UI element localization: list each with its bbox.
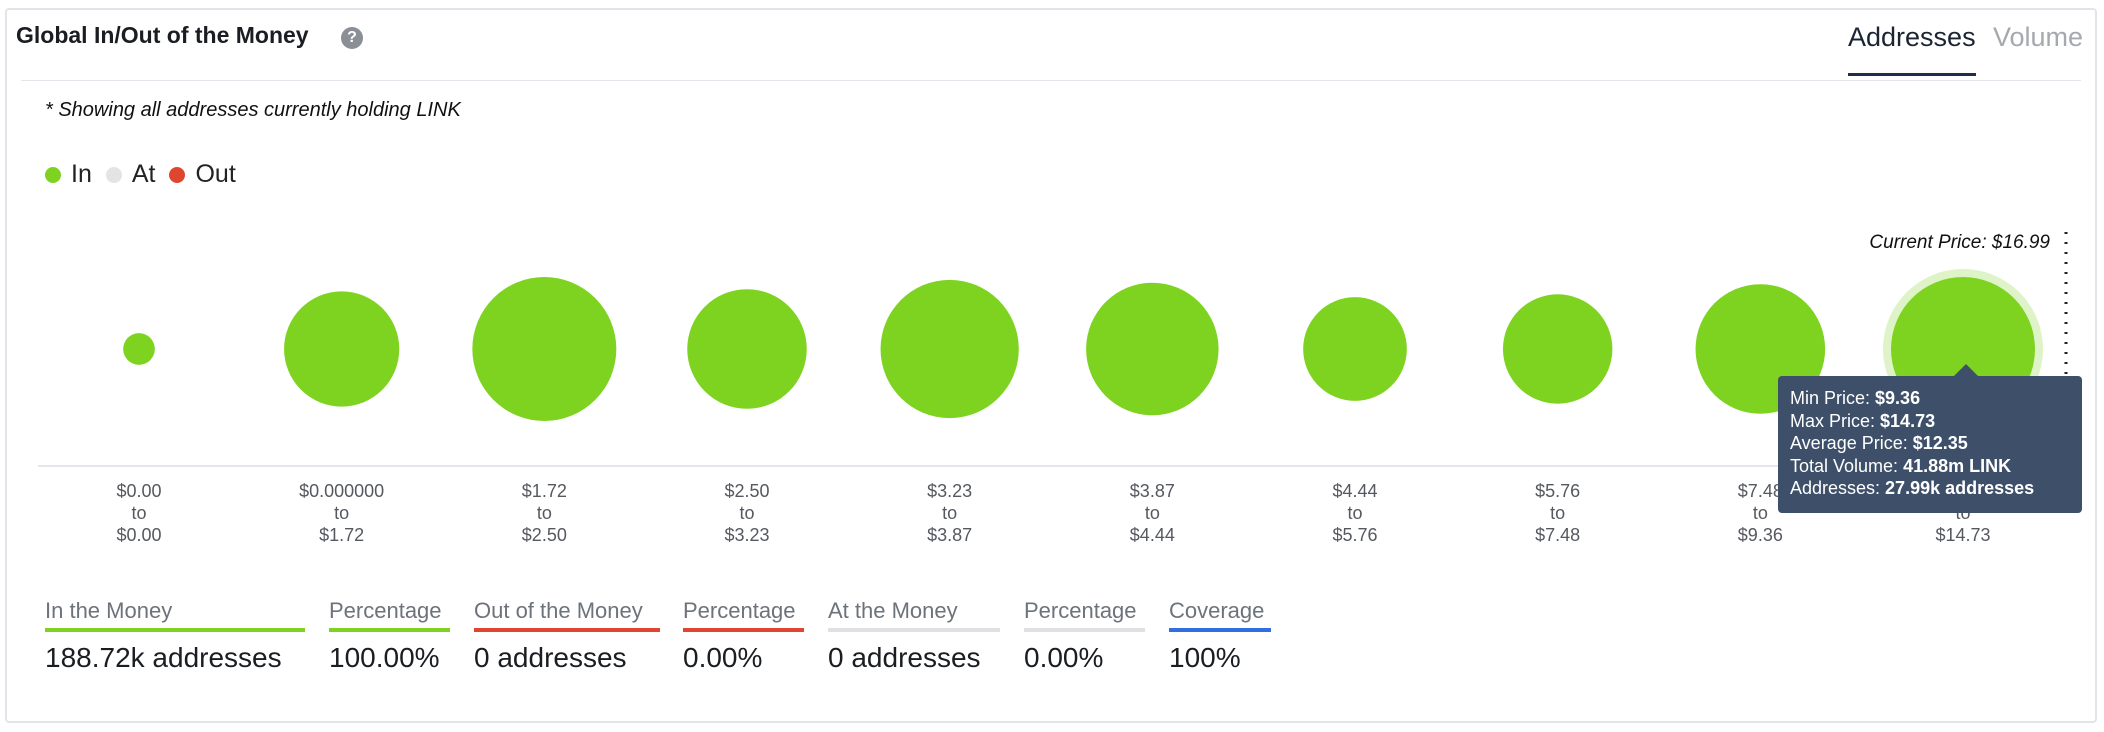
- range-to-label: $7.48: [1535, 525, 1580, 545]
- range-to-connector: to: [131, 503, 146, 523]
- stat-in-percentage: Percentage 100.00%: [329, 598, 450, 674]
- stat-bar: [45, 628, 305, 632]
- bubble-in-money[interactable]: [687, 289, 807, 409]
- stat-bar: [329, 628, 450, 632]
- stat-value: 0.00%: [683, 642, 763, 673]
- stat-value: 0 addresses: [474, 642, 627, 673]
- tooltip-arrow: [1954, 364, 1978, 376]
- range-from-label: $1.72: [522, 481, 567, 501]
- chart-legend: In At Out: [45, 160, 250, 189]
- stat-label: Percentage: [1024, 598, 1137, 623]
- bubble-in-money[interactable]: [1303, 297, 1407, 401]
- range-label-group: $0.00to$0.00$0.000000to$1.72$1.72to$2.50…: [116, 481, 1990, 545]
- legend-item-at[interactable]: At: [105, 160, 156, 189]
- bubble-in-money[interactable]: [1502, 294, 1613, 404]
- stat-bar: [474, 628, 660, 632]
- stat-out-of-the-money: Out of the Money 0 addresses: [474, 598, 660, 674]
- range-to-label: $3.87: [927, 525, 972, 545]
- bubble-in-money[interactable]: [472, 277, 617, 421]
- range-from-label: $3.23: [927, 481, 972, 501]
- tab-addresses-underline: [1848, 73, 1976, 76]
- bubble-in-money[interactable]: [1086, 282, 1219, 416]
- range-to-label: $2.50: [522, 525, 567, 545]
- range-from-label: $7.48: [1738, 481, 1783, 501]
- range-to-label: $14.73: [1935, 525, 1990, 545]
- bubble-in-money[interactable]: [123, 333, 155, 365]
- stat-in-the-money: In the Money 188.72k addresses: [45, 598, 305, 674]
- stat-at-the-money: At the Money 0 addresses: [828, 598, 1000, 674]
- bubble-in-money[interactable]: [880, 279, 1019, 419]
- holding-note: * Showing all addresses currently holdin…: [45, 99, 461, 121]
- range-to-connector: to: [1550, 503, 1565, 523]
- stat-at-percentage: Percentage 0.00%: [1024, 598, 1145, 674]
- range-to-label: $9.36: [1738, 525, 1783, 545]
- header-divider: [21, 80, 2081, 81]
- tooltip-avg-price: Average Price: $12.35: [1790, 433, 1968, 453]
- stat-value: 100.00%: [329, 642, 440, 673]
- card-header: Global In/Out of the Money ? Addresses V…: [0, 0, 2104, 76]
- legend-dot-out-icon: [169, 166, 186, 183]
- range-to-connector: to: [537, 503, 552, 523]
- range-to-label: $3.23: [724, 525, 769, 545]
- legend-item-in[interactable]: In: [45, 160, 92, 189]
- tooltip-max-price: Max Price: $14.73: [1790, 410, 1936, 431]
- bubble-in-money[interactable]: [284, 291, 400, 407]
- range-from-label: $0.00: [116, 481, 161, 501]
- range-to-label: $5.76: [1332, 525, 1377, 545]
- stat-label: Out of the Money: [474, 598, 643, 623]
- range-to-label: $4.44: [1130, 525, 1175, 545]
- range-from-label: $5.76: [1535, 481, 1580, 501]
- stat-value: 100%: [1169, 642, 1241, 673]
- range-to-label: $1.72: [319, 525, 364, 545]
- question-circle-icon[interactable]: ?: [341, 27, 363, 49]
- range-to-connector: to: [334, 503, 349, 523]
- stat-value: 188.72k addresses: [45, 642, 282, 673]
- range-to-label: $0.00: [116, 525, 161, 545]
- range-from-label: $2.50: [724, 481, 769, 501]
- stat-label: Percentage: [683, 598, 796, 623]
- legend-item-out[interactable]: Out: [169, 160, 236, 189]
- stat-out-percentage: Percentage 0.00%: [683, 598, 804, 674]
- range-to-connector: to: [739, 503, 754, 523]
- stat-bar: [828, 628, 1000, 632]
- range-to-connector: to: [1347, 503, 1362, 523]
- range-to-connector: to: [942, 503, 957, 523]
- stat-value: 0.00%: [1024, 642, 1104, 673]
- range-to-connector: to: [1753, 503, 1768, 523]
- stat-label: Percentage: [329, 598, 442, 623]
- tab-addresses[interactable]: Addresses: [1848, 22, 1976, 52]
- tab-volume[interactable]: Volume: [1993, 22, 2084, 52]
- range-to-connector: to: [1145, 503, 1160, 523]
- range-from-label: $4.44: [1332, 481, 1377, 501]
- legend-label-in: In: [71, 160, 92, 188]
- legend-dot-in-icon: [45, 166, 61, 183]
- range-from-label: $3.87: [1130, 481, 1175, 501]
- card-title: Global In/Out of the Money: [16, 22, 309, 48]
- current-price-label: Current Price: $16.99: [1869, 232, 2050, 253]
- legend-label-at: At: [131, 160, 156, 188]
- tooltip-total-volume: Total Volume: 41.88m LINK: [1790, 455, 2012, 476]
- stat-value: 0 addresses: [828, 642, 981, 673]
- tooltip-addresses: Addresses: 27.99k addresses: [1790, 478, 2035, 498]
- stat-coverage: Coverage 100%: [1169, 598, 1271, 674]
- stat-bar: [1024, 628, 1145, 632]
- stat-label: In the Money: [45, 598, 173, 623]
- stat-bar: [683, 628, 804, 632]
- stat-label: Coverage: [1169, 598, 1265, 623]
- stat-label: At the Money: [828, 598, 958, 623]
- legend-dot-at-icon: [105, 166, 122, 183]
- legend-label-out: Out: [195, 160, 236, 188]
- stat-bar: [1169, 628, 1271, 632]
- tooltip-min-price: Min Price: $9.36: [1790, 388, 1921, 408]
- range-from-label: $0.000000: [299, 481, 384, 501]
- bubble-tooltip: Min Price: $9.36 Max Price: $14.73 Avera…: [1778, 376, 2082, 513]
- bubble-group: [123, 269, 2043, 429]
